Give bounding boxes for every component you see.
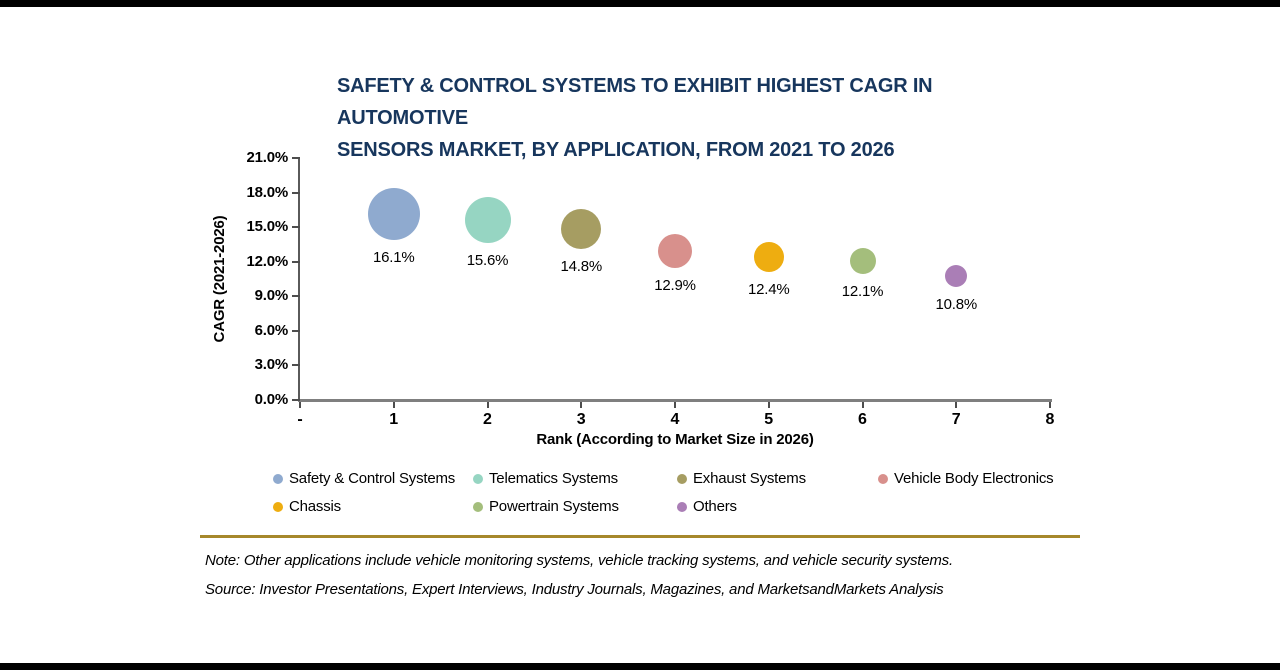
x-axis-tick-label: 3 [576, 411, 586, 428]
x-axis-tick [674, 402, 676, 408]
legend-item-powertrain-systems: Powertrain Systems [473, 497, 677, 516]
legend-swatch [473, 473, 483, 484]
x-axis-tick [861, 402, 864, 408]
x-axis-tick-label: 7 [951, 411, 961, 428]
bubble-telematics-systems [464, 197, 511, 244]
y-axis-tick [292, 364, 300, 367]
y-axis-tick-label: 6.0% [254, 321, 289, 339]
x-axis-tick [392, 402, 395, 408]
x-axis-line [298, 399, 1052, 402]
legend-swatch [273, 501, 283, 512]
y-axis-tick-label: 21.0% [246, 149, 288, 166]
source-text: Source: Investor Presentations, Expert I… [205, 581, 944, 598]
note-text: Note: Other applications include vehicle… [205, 552, 953, 569]
bubble-others [945, 264, 968, 287]
x-axis-tick [955, 402, 958, 408]
x-axis-tick [299, 402, 301, 408]
y-axis-tick [292, 260, 300, 263]
x-axis-tick-label: 6 [858, 411, 867, 428]
y-axis-tick-label: 0.0% [254, 391, 289, 408]
legend-label: Chassis [289, 498, 341, 515]
bubble-value-label: 14.8% [560, 258, 603, 276]
y-axis-tick [292, 399, 300, 401]
bubble-vehicle-body-electronics [658, 234, 692, 269]
y-axis-tick [292, 157, 300, 159]
bottom-border-bar [0, 663, 1280, 670]
bubble-chassis [753, 242, 784, 273]
legend-label: Safety & Control Systems [289, 470, 456, 487]
bubble-safety-control-systems [367, 188, 420, 241]
legend-item-others: Others [677, 497, 878, 516]
legend-label: Exhaust Systems [693, 470, 806, 487]
x-axis-tick [767, 402, 770, 408]
top-border-bar [0, 0, 1280, 7]
y-axis-tick-label: 15.0% [246, 218, 288, 236]
bubble-value-label: 10.8% [935, 295, 978, 313]
y-axis-tick-label: 18.0% [246, 183, 288, 201]
legend-item-chassis: Chassis [273, 497, 473, 516]
y-axis-tick-label: 3.0% [254, 356, 289, 374]
legend-label: Others [693, 498, 737, 515]
bubble-powertrain-systems [849, 247, 876, 274]
chart-legend: Safety & Control Systems Telematics Syste… [273, 469, 1073, 516]
legend-label: Powertrain Systems [489, 498, 619, 515]
legend-swatch [273, 473, 283, 484]
y-axis-line [298, 158, 300, 402]
x-axis-tick [486, 402, 489, 408]
legend-label: Vehicle Body Electronics [894, 470, 1054, 487]
bubble-exhaust-systems [561, 209, 602, 250]
y-axis-tick [292, 329, 300, 332]
bubble-value-label: 12.1% [841, 282, 884, 300]
legend-swatch [473, 501, 483, 512]
y-axis-tick [292, 191, 300, 194]
legend-swatch [677, 501, 687, 512]
bubble-value-label: 12.4% [747, 281, 790, 299]
legend-item-safety-control-systems: Safety & Control Systems [273, 469, 473, 488]
legend-item-exhaust-systems: Exhaust Systems [677, 469, 878, 488]
y-axis-title: CAGR (2021-2026) [211, 215, 228, 343]
x-axis-tick-label: 5 [764, 411, 774, 428]
chart-title-line1: SAFETY & CONTROL SYSTEMS TO EXHIBIT HIGH… [337, 75, 933, 129]
y-axis-tick-label: 12.0% [246, 252, 288, 270]
legend-swatch [878, 473, 888, 484]
chart-title: SAFETY & CONTROL SYSTEMS TO EXHIBIT HIGH… [337, 70, 1057, 166]
legend-label: Telematics Systems [489, 470, 618, 487]
bubble-value-label: 16.1% [372, 249, 415, 267]
y-axis-tick [292, 226, 300, 229]
x-axis-tick-label: - [297, 411, 303, 428]
x-axis-tick [580, 402, 583, 408]
legend-swatch [677, 473, 687, 484]
bubble-value-label: 12.9% [654, 277, 696, 295]
x-axis-tick-label: 1 [389, 411, 399, 428]
bubble-value-label: 15.6% [466, 252, 509, 270]
x-axis-title: Rank (According to Market Size in 2026) [536, 431, 814, 448]
legend-item-vehicle-body-electronics: Vehicle Body Electronics [878, 469, 1073, 488]
x-axis-tick-label: 4 [670, 411, 680, 428]
x-axis-tick-label: 2 [483, 411, 492, 428]
y-axis-tick-label: 9.0% [254, 287, 289, 305]
x-axis-tick [1049, 402, 1051, 408]
legend-item-telematics-systems: Telematics Systems [473, 469, 677, 488]
x-axis-tick-label: 8 [1045, 411, 1055, 428]
chart-title-line2: SENSORS MARKET, BY APPLICATION, FROM 202… [337, 139, 895, 161]
y-axis-tick [292, 295, 300, 298]
footer-divider-line [200, 535, 1080, 538]
